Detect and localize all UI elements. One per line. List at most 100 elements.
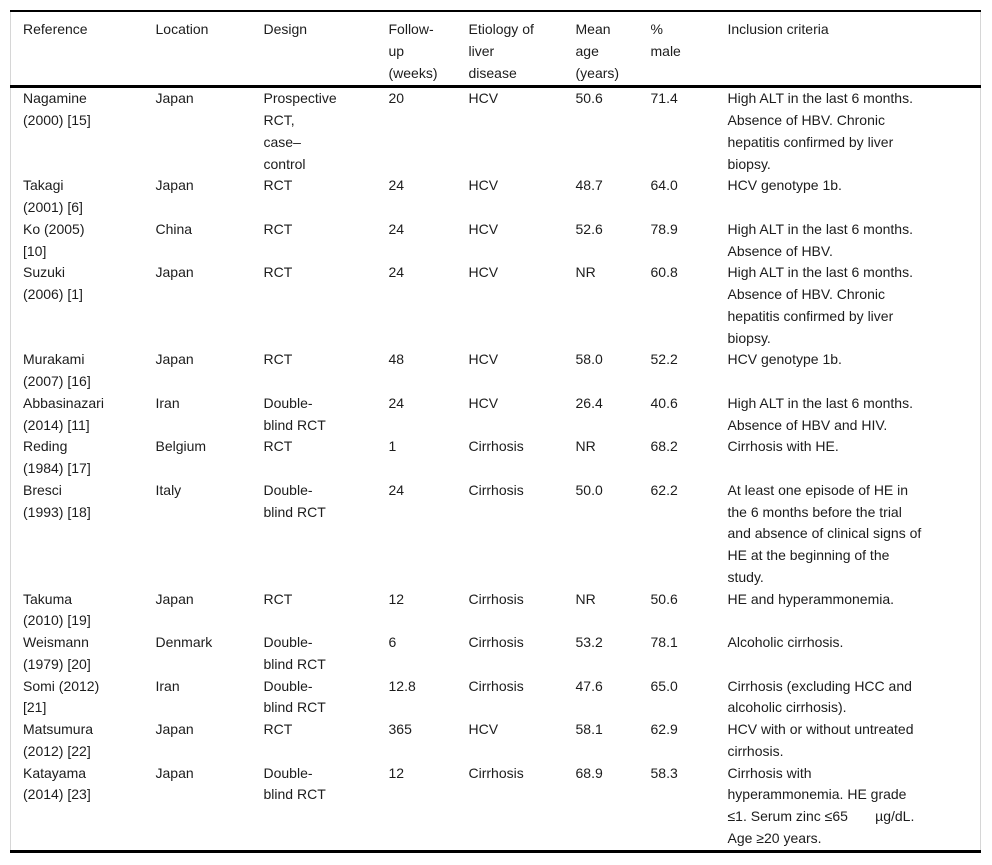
cell-mean_age: 58.1 [575, 721, 603, 737]
cell-reference: Takagi (2001) [6] [23, 177, 83, 215]
table-header: Reference Location Design Follow- up (weeks… [10, 11, 981, 89]
cell-design: Double- blind RCT [263, 634, 326, 672]
cell-inclusion: At least one episode of HE in the 6 mont… [727, 481, 922, 585]
cell-etiology: HCV [468, 351, 499, 368]
table-row: Nagamine (2000) [15] Japan Prospective RCT… [11, 87, 981, 176]
cell-pct_male: 68.2 [650, 438, 678, 455]
cell-etiology: Cirrhosis [468, 438, 524, 455]
cell-etiology: Cirrhosis [468, 590, 524, 607]
cell-pct_male: 52.2 [650, 351, 678, 368]
cell-pct_male: 65.0 [650, 677, 678, 694]
cell-etiology: HCV [468, 264, 499, 281]
cell-design: RCT [263, 721, 293, 737]
cell-follow_up: 20 [388, 90, 405, 107]
cell-pct_male: 62.9 [650, 721, 678, 737]
cell-follow_up: 12 [388, 764, 405, 781]
cell-etiology: HCV [468, 177, 499, 194]
cell-mean_age: 26.4 [575, 394, 603, 411]
cell-pct_male: 58.3 [650, 764, 678, 781]
cell-reference: Ko (2005) [10] [23, 220, 85, 259]
cell-inclusion: High ALT in the last 6 months. Absence o… [727, 220, 913, 259]
cell-mean_age: 53.2 [575, 634, 603, 650]
cell-follow_up: 24 [388, 264, 405, 281]
cell-inclusion: Alcoholic cirrhosis. [727, 634, 844, 650]
column-header-mean_age: Mean age (years) [575, 11, 651, 89]
column-header-reference: Reference [10, 11, 156, 89]
table-row: Reding (1984) [17] Belgium RCT 1 Cirrhosis NR… [11, 436, 981, 480]
cell-etiology: HCV [468, 220, 499, 237]
column-header-follow_up: Follow- up (weeks) [388, 11, 469, 89]
cell-inclusion: HCV with or without untreated cirrhosis. [727, 721, 914, 759]
cell-design: RCT [263, 438, 293, 455]
header-row: Reference Location Design Follow- up (weeks… [10, 11, 981, 89]
cell-reference: Takuma (2010) [19] [23, 590, 91, 629]
cell-design: RCT [263, 351, 293, 368]
cell-inclusion: HE and hyperammonemia. [727, 590, 895, 607]
cell-etiology: Cirrhosis [468, 481, 524, 498]
cell-design: RCT [263, 264, 293, 281]
cell-follow_up: 365 [388, 721, 412, 737]
cell-inclusion: Cirrhosis with hyperammonemia. HE grade … [727, 764, 915, 846]
cell-mean_age: 68.9 [575, 764, 603, 781]
studies-table: Reference Location Design Follow- up (weeks… [10, 10, 981, 853]
cell-location: Japan [155, 351, 194, 368]
cell-pct_male: 78.1 [650, 634, 678, 650]
cell-follow_up: 24 [388, 177, 405, 194]
cell-etiology: HCV [468, 721, 499, 737]
cell-pct_male: 60.8 [650, 264, 678, 281]
cell-reference: Murakami (2007) [16] [23, 351, 91, 389]
table-row: Matsumura (2012) [22] Japan RCT 365 HCV 58.1 6… [11, 719, 981, 763]
cell-etiology: Cirrhosis [468, 634, 524, 650]
cell-mean_age: NR [575, 264, 596, 281]
table-row: Suzuki (2006) [1] Japan RCT 24 HCV NR 60.8 High… [11, 262, 981, 349]
table-row: Bresci (1993) [18] Italy Double- blind RCT… [11, 480, 981, 589]
cell-inclusion: Cirrhosis with HE. [727, 438, 839, 455]
cell-etiology: HCV [468, 90, 499, 107]
cell-design: Double- blind RCT [263, 677, 326, 716]
cell-mean_age: 50.0 [575, 481, 603, 498]
cell-location: Japan [155, 264, 194, 281]
cell-follow_up: 6 [388, 634, 397, 650]
table-row: Abbasinazari (2014) [11] Iran Double- blin… [11, 393, 981, 437]
cell-location: Japan [155, 90, 194, 107]
cell-reference: Bresci (1993) [18] [23, 481, 91, 520]
cell-design: Double- blind RCT [263, 394, 326, 433]
cell-pct_male: 40.6 [650, 394, 678, 411]
cell-reference: Katayama (2014) [23] [23, 764, 91, 803]
cell-mean_age: NR [575, 590, 596, 607]
table-row: Takagi (2001) [6] Japan RCT 24 HCV 48.7 64.0 HC… [11, 175, 981, 219]
table-row: Weismann (1979) [20] Denmark Double- blind… [11, 632, 981, 676]
column-header-location: Location [155, 11, 264, 89]
table-body: Nagamine (2000) [15] Japan Prospective RCT… [11, 87, 981, 851]
cell-design: RCT [263, 590, 293, 607]
cell-design: Double- blind RCT [263, 764, 326, 803]
cell-reference: Somi (2012) [21] [23, 677, 100, 716]
cell-follow_up: 24 [388, 481, 405, 498]
cell-reference: Suzuki (2006) [1] [23, 264, 83, 302]
cell-location: Japan [155, 590, 194, 607]
table-row: Katayama (2014) [23] Japan Double- blind R… [11, 763, 981, 852]
cell-pct_male: 50.6 [650, 590, 678, 607]
cell-reference: Weismann (1979) [20] [23, 634, 91, 672]
cell-mean_age: 58.0 [575, 351, 603, 368]
cell-follow_up: 24 [388, 220, 405, 237]
cell-etiology: Cirrhosis [468, 764, 524, 781]
cell-etiology: Cirrhosis [468, 677, 524, 694]
column-header-design: Design [263, 11, 389, 89]
cell-inclusion: Cirrhosis (excluding HCC and alcoholic c… [727, 677, 912, 716]
cell-location: Iran [155, 677, 180, 694]
cell-inclusion: High ALT in the last 6 months. Absence o… [727, 264, 913, 346]
cell-location: Japan [155, 764, 194, 781]
cell-pct_male: 64.0 [650, 177, 678, 194]
table-row: Takuma (2010) [19] Japan RCT 12 Cirrhosis NR 5… [11, 589, 981, 633]
cell-mean_age: 48.7 [575, 177, 603, 194]
cell-location: Japan [155, 177, 194, 194]
cell-location: Iran [155, 394, 180, 411]
cell-mean_age: 50.6 [575, 90, 603, 107]
cell-location: Belgium [155, 438, 207, 455]
cell-mean_age: 52.6 [575, 220, 603, 237]
cell-location: China [155, 220, 193, 237]
cell-follow_up: 48 [388, 351, 405, 368]
cell-pct_male: 71.4 [650, 90, 678, 107]
cell-design: RCT [263, 220, 293, 237]
